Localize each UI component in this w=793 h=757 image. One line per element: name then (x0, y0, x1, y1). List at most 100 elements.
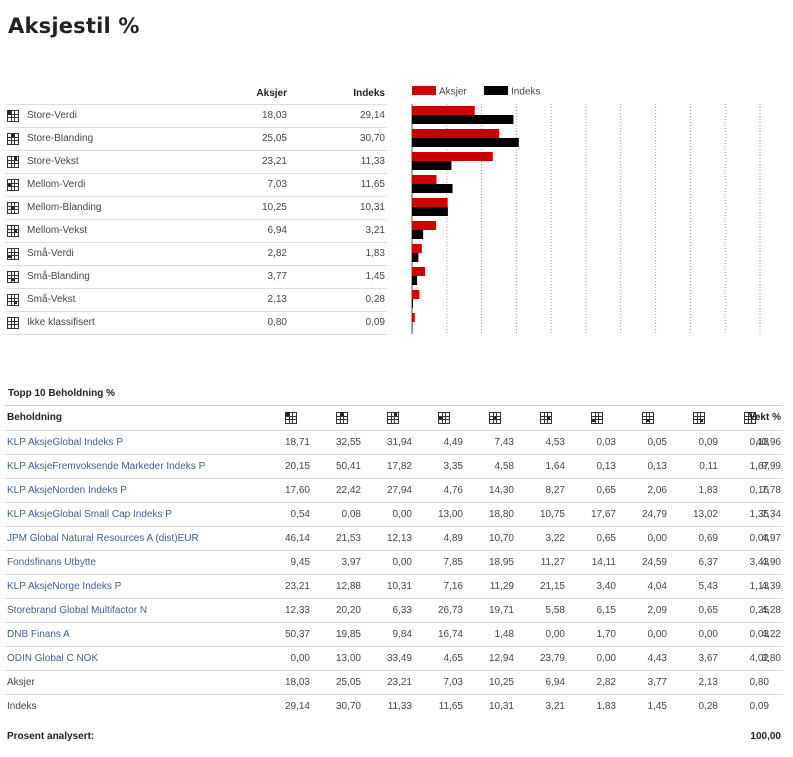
style-table-row: Store-Blanding 25,05 30,70 (5, 127, 387, 150)
holdings-table: Beholdning Vekt % KLP AksjeGlobal Indeks… (5, 405, 783, 718)
holding-cell: 23,21 (284, 581, 310, 592)
holding-name-link[interactable]: KLP AksjeGlobal Indeks P (7, 437, 123, 448)
holding-name-link[interactable]: Fondsfinans Utbytte (7, 557, 96, 568)
holding-cell: 3,35 (443, 461, 463, 472)
holding-cell: 3,43 (749, 557, 769, 568)
holding-cell: 0,18 (749, 437, 769, 448)
holding-cell: 2,82 (596, 677, 616, 688)
style-row-aksjer: 18,03 (261, 110, 287, 121)
holding-name-link[interactable]: KLP AksjeNorge Indeks P (7, 581, 122, 592)
holding-cell: 8,27 (545, 485, 565, 496)
holding-cell: 0,00 (647, 533, 667, 544)
style-box-unclassified-icon (7, 317, 19, 329)
holding-name-link[interactable]: KLP AksjeGlobal Small Cap Indeks P (7, 509, 172, 520)
holding-cell: 20,15 (284, 461, 310, 472)
legend-label-aksjer: Aksjer (439, 87, 467, 98)
holding-row: Storebrand Global Multifactor N 12,33 20,2… (5, 598, 783, 622)
holding-cell: 21,53 (335, 533, 361, 544)
style-row-indeks: 1,45 (365, 271, 385, 282)
style-row-indeks: 10,31 (359, 202, 385, 213)
holding-cell: 10,25 (488, 677, 514, 688)
holding-cell: 0,80 (749, 677, 769, 688)
style-table-row: Små-Verdi 2,82 1,83 (5, 242, 387, 265)
holding-cell: 1,64 (545, 461, 565, 472)
holding-cell: 23,79 (539, 653, 565, 664)
bar-indeks (412, 253, 419, 262)
holding-name-link[interactable]: JPM Global Natural Resources A (dist)EUR (7, 533, 199, 544)
holding-cell: 12,33 (284, 605, 310, 616)
holding-cell: 1,45 (647, 701, 667, 712)
holding-weight: 4,39 (761, 581, 781, 592)
style-box-mid-value-icon (438, 412, 450, 424)
style-table-row: Mellom-Blanding 10,25 10,31 (5, 196, 387, 219)
holding-cell: 1,83 (698, 485, 718, 496)
holding-row: KLP AksjeNorge Indeks P 23,21 12,88 10,31 7,… (5, 574, 783, 598)
bar-aksjer (412, 221, 437, 230)
holding-name: Aksjer (7, 677, 35, 688)
holding-cell: 9,84 (392, 629, 412, 640)
holding-cell: 0,00 (290, 653, 310, 664)
holding-cell: 1,70 (596, 629, 616, 640)
holding-cell: 18,71 (284, 437, 310, 448)
style-row-aksjer: 7,03 (267, 179, 287, 190)
holding-name-link[interactable]: ODIN Global C NOK (7, 653, 99, 664)
holding-cell: 1,35 (749, 509, 769, 520)
style-box-mid-value-icon (7, 179, 19, 191)
style-row-aksjer: 6,94 (267, 225, 287, 236)
holding-name-link[interactable]: DNB Finans A (7, 629, 70, 640)
holding-name-link[interactable]: Storebrand Global Multifactor N (7, 605, 148, 616)
holding-cell: 27,94 (386, 485, 412, 496)
holding-cell: 11,33 (387, 701, 412, 712)
holding-cell: 2,09 (647, 605, 667, 616)
holding-cell: 24,79 (641, 509, 667, 520)
holding-cell: 46,14 (284, 533, 310, 544)
holding-cell: 17,67 (590, 509, 616, 520)
holding-cell: 19,85 (335, 629, 361, 640)
bar-indeks (412, 276, 418, 285)
holding-weight: 4,90 (761, 557, 781, 568)
holding-row: KLP AksjeNorden Indeks P 17,60 22,42 27,94 4… (5, 478, 783, 502)
holding-cell: 13,02 (692, 509, 718, 520)
bar-aksjer (412, 198, 448, 207)
holding-cell: 0,00 (392, 557, 412, 568)
holding-row: KLP AksjeGlobal Indeks P 18,71 32,55 31,94 4… (5, 430, 783, 454)
holding-row: JPM Global Natural Resources A (dist)EUR… (5, 526, 783, 550)
holding-cell: 9,45 (290, 557, 310, 568)
holding-cell: 0,00 (647, 629, 667, 640)
holding-cell: 18,80 (488, 509, 514, 520)
holding-cell: 4,58 (494, 461, 514, 472)
bar-aksjer (412, 290, 420, 299)
holding-cell: 17,60 (284, 485, 310, 496)
col-header-aksjer: Aksjer (256, 88, 287, 99)
bar-indeks (412, 299, 413, 308)
style-box-small-value-icon (7, 248, 19, 260)
holding-cell: 2,06 (647, 485, 667, 496)
style-row-aksjer: 2,82 (267, 248, 287, 259)
style-table-row: Store-Vekst 23,21 11,33 (5, 150, 387, 173)
holding-cell: 7,03 (443, 677, 463, 688)
holding-cell: 0,09 (749, 701, 769, 712)
style-bar-chart: AksjerIndeks0102030405060708090100 (404, 82, 774, 354)
holding-cell: 0,65 (596, 485, 616, 496)
style-table-header: Aksjer Indeks (5, 84, 387, 104)
style-row-label: Mellom-Verdi (27, 179, 86, 190)
holding-cell: 0,65 (596, 533, 616, 544)
holding-cell: 16,74 (437, 629, 463, 640)
holding-cell: 10,75 (539, 509, 565, 520)
holding-row: DNB Finans A 50,37 19,85 9,84 16,74 1,48 0,00 1… (5, 622, 783, 646)
holding-cell: 23,21 (386, 677, 412, 688)
style-table-row: Små-Vekst 2,13 0,28 (5, 288, 387, 311)
holding-cell: 4,49 (443, 437, 463, 448)
style-table-row: Mellom-Vekst 6,94 3,21 (5, 219, 387, 242)
holding-name-link[interactable]: KLP AksjeFremvoksende Markeder Indeks P (7, 461, 206, 472)
holding-row: ODIN Global C NOK 0,00 13,00 33,49 4,65 12,94… (5, 646, 783, 670)
style-table-row: Små-Blanding 3,77 1,45 (5, 265, 387, 288)
holding-name-link[interactable]: KLP AksjeNorden Indeks P (7, 485, 127, 496)
holding-cell: 0,00 (596, 653, 616, 664)
bar-aksjer (412, 244, 422, 253)
style-row-indeks: 3,21 (365, 225, 385, 236)
holding-cell: 3,40 (596, 581, 616, 592)
holding-cell: 1,48 (494, 629, 514, 640)
style-table-row: Mellom-Verdi 7,03 11,65 (5, 173, 387, 196)
legend-swatch-aksjer (412, 86, 436, 95)
